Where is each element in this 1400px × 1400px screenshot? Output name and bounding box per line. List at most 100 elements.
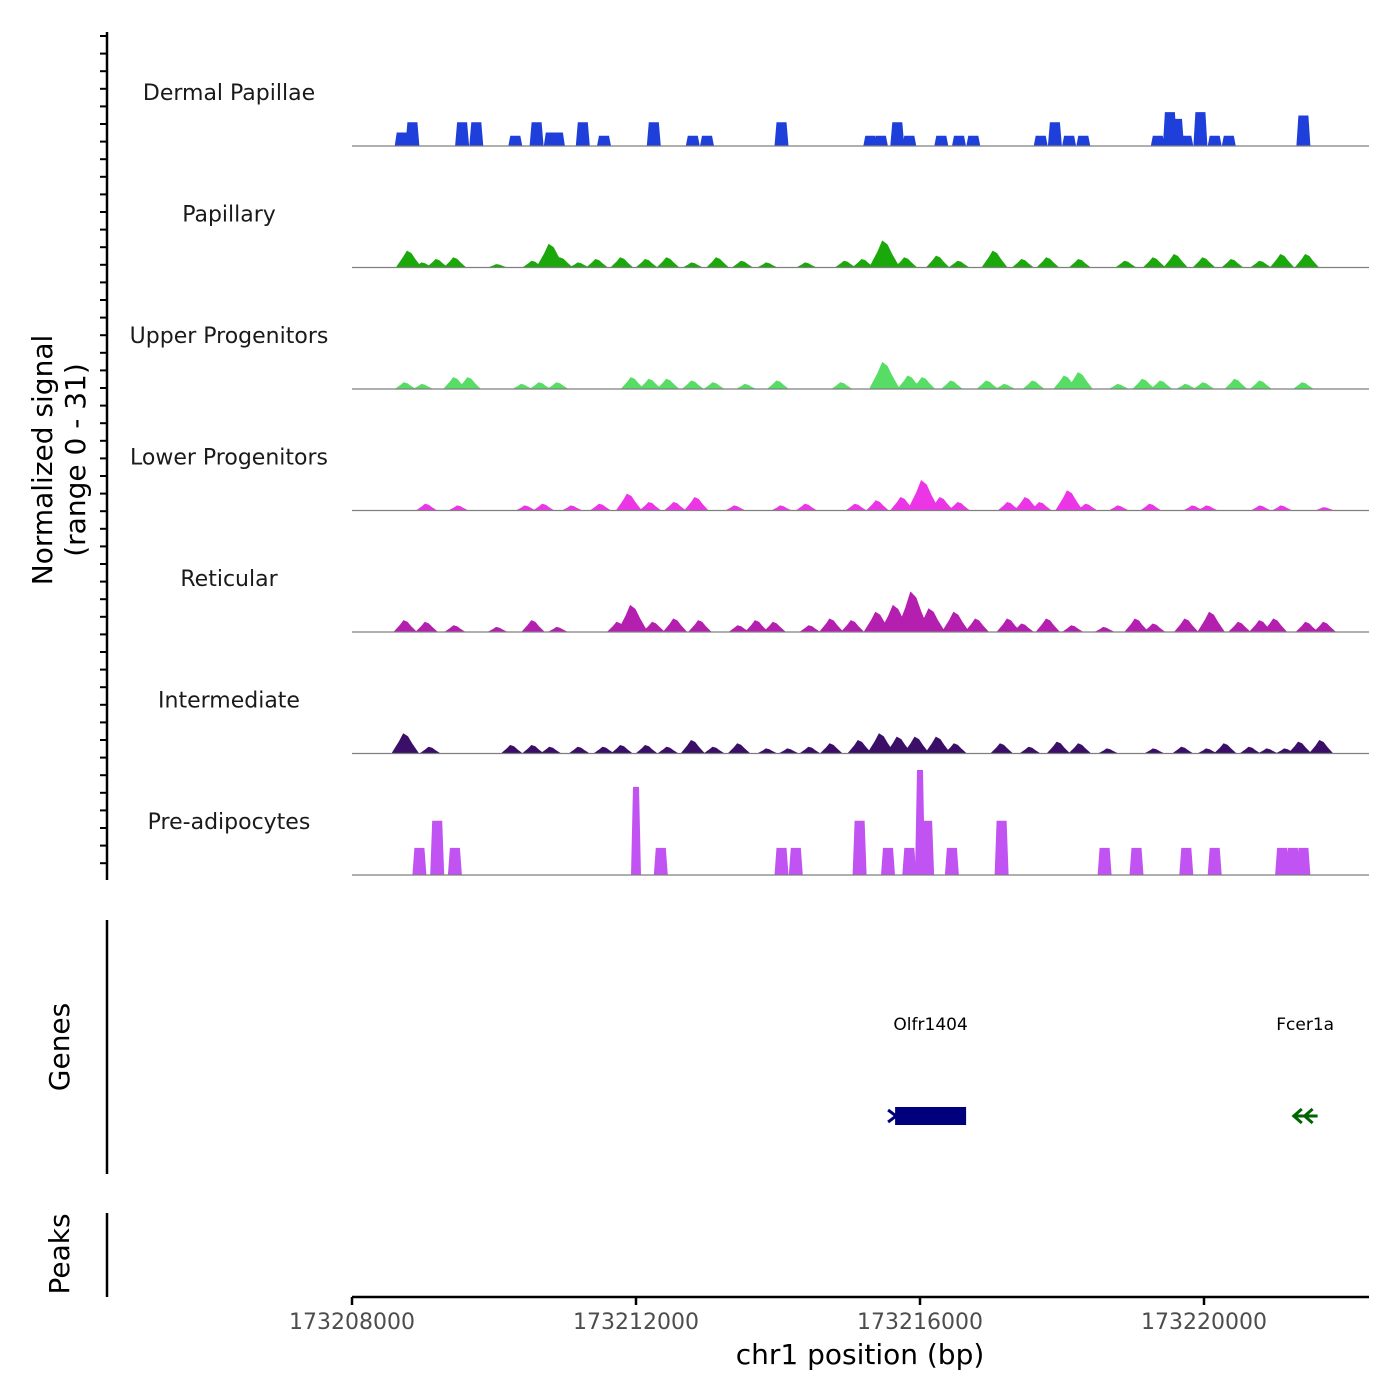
y-axis-title: Normalized signal xyxy=(26,335,59,586)
signal-peak xyxy=(869,361,900,389)
signal-peak xyxy=(1046,741,1071,754)
signal-peak xyxy=(1124,618,1149,632)
signal-peak xyxy=(1262,618,1288,632)
x-tick-label: 173220000 xyxy=(1141,1310,1267,1335)
y-axis-subtitle: (range 0 - 31) xyxy=(59,363,92,557)
signal-peak xyxy=(415,621,438,632)
signal-peak xyxy=(819,743,843,754)
signal-peak xyxy=(941,611,970,632)
signal-peak xyxy=(902,847,917,875)
signal-peak xyxy=(656,257,680,268)
signal-peak xyxy=(415,503,438,511)
signal-peak xyxy=(1174,618,1199,632)
signal-peak xyxy=(819,618,844,632)
signal-peak xyxy=(744,620,769,632)
signal-peak xyxy=(1150,380,1173,389)
signal-peak xyxy=(1098,748,1119,754)
track-label: Papillary xyxy=(182,203,276,228)
signal-peak xyxy=(774,122,789,146)
track-intermediate: Intermediate xyxy=(158,689,1369,755)
signal-peak xyxy=(1076,503,1098,511)
signal-peak xyxy=(920,820,935,875)
signal-peak xyxy=(700,135,714,146)
signal-peak xyxy=(911,377,936,389)
track-label: Pre-adipocytes xyxy=(148,810,311,835)
signal-peak xyxy=(394,382,416,389)
gene-annotations: Olfr1404 Fcer1a xyxy=(887,1015,1334,1125)
signal-peak xyxy=(1183,505,1204,511)
signal-peak xyxy=(469,122,484,146)
signal-peak xyxy=(610,745,633,754)
x-tick-label: 173208000 xyxy=(289,1310,415,1335)
signal-peak xyxy=(1108,383,1129,389)
signal-peak xyxy=(1172,746,1194,754)
signal-peak xyxy=(964,618,989,632)
signal-peak xyxy=(863,135,878,146)
signal-peak xyxy=(799,746,821,754)
signal-peak xyxy=(1062,625,1084,632)
signal-peak xyxy=(1179,135,1194,146)
signal-peak xyxy=(1029,502,1052,511)
signal-peak xyxy=(540,746,562,754)
signal-peak xyxy=(391,733,420,754)
signal-peak xyxy=(430,820,445,875)
coverage-tracks: Dermal Papillae Papillary Upper Progenitor… xyxy=(130,81,1369,876)
signal-peak xyxy=(944,847,959,875)
signal-peak xyxy=(521,620,545,632)
signal-peak xyxy=(997,502,1020,511)
signal-peak xyxy=(703,746,725,754)
signal-peak xyxy=(890,122,905,146)
signal-peak xyxy=(1250,505,1271,511)
signal-peak xyxy=(681,380,704,389)
track-dermal-papillae: Dermal Papillae xyxy=(143,81,1369,147)
signal-peak xyxy=(593,746,615,754)
signal-peak xyxy=(617,604,648,632)
signal-peak xyxy=(948,502,970,511)
signal-peak xyxy=(533,503,555,511)
signal-peak xyxy=(1269,254,1295,268)
signal-peak xyxy=(1249,380,1272,389)
signal-peak xyxy=(426,259,449,268)
signal-peak xyxy=(757,262,778,268)
signal-peak xyxy=(966,135,981,146)
signal-peak xyxy=(1271,505,1293,511)
signal-peak xyxy=(639,502,662,511)
track-reticular: Reticular xyxy=(180,567,1369,633)
signal-peak xyxy=(1144,748,1165,754)
signal-peak xyxy=(735,383,757,389)
signal-peak xyxy=(1129,847,1144,875)
signal-peak xyxy=(763,621,786,632)
signal-peak xyxy=(393,620,418,632)
peaks-panel-title: Peaks xyxy=(43,1213,76,1294)
signal-peak xyxy=(944,743,967,754)
signal-peak xyxy=(895,591,930,632)
signal-peak xyxy=(412,847,427,875)
signal-peak xyxy=(767,380,789,389)
signal-peak xyxy=(550,132,565,146)
signal-peak xyxy=(1193,112,1208,146)
track-upper-progenitors: Upper Progenitors xyxy=(130,324,1369,390)
signal-peak xyxy=(1163,254,1188,268)
signal-peak xyxy=(597,135,611,146)
signal-peak xyxy=(1285,847,1300,875)
signal-peak xyxy=(1275,847,1290,875)
signal-peak xyxy=(487,264,508,268)
signal-peak xyxy=(1019,746,1041,754)
signal-peak xyxy=(561,505,583,511)
signal-peak xyxy=(916,608,946,632)
signal-peak xyxy=(890,497,915,511)
signal-peak xyxy=(529,382,551,389)
signal-peak xyxy=(1296,115,1311,146)
signal-peak xyxy=(500,745,523,754)
signal-peak xyxy=(586,259,608,268)
signal-peak xyxy=(662,618,688,632)
signal-peak xyxy=(703,382,725,389)
gene-strand-arrow xyxy=(1302,1107,1314,1125)
signal-peak xyxy=(1292,382,1314,389)
x-tick-label: 173212000 xyxy=(573,1310,699,1335)
gene-body xyxy=(895,1107,967,1125)
signal-peak xyxy=(1294,254,1320,268)
signal-peak xyxy=(788,847,803,875)
signal-peak xyxy=(1197,505,1218,511)
track-papillary: Papillary xyxy=(182,203,1369,269)
